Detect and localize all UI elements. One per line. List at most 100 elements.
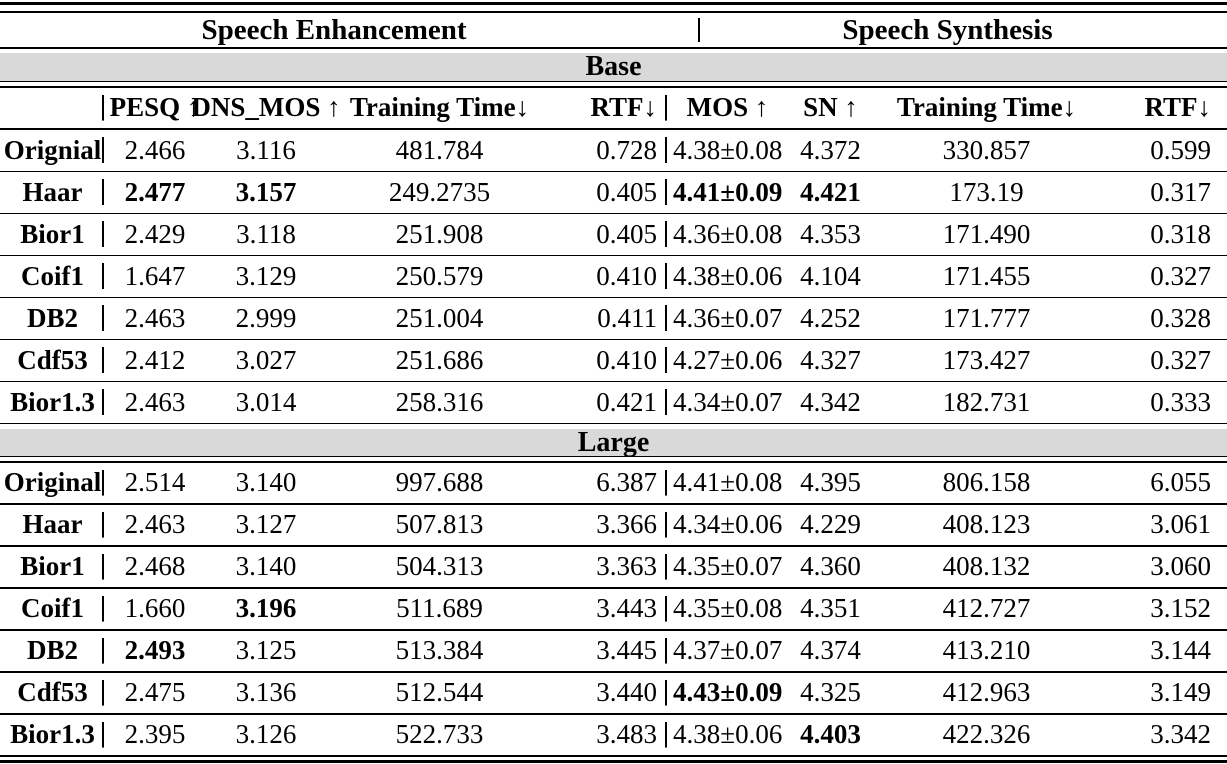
cell-training_time_ss: 408.132 xyxy=(942,551,1031,582)
row-label: Original xyxy=(0,462,105,503)
cell-sn: 4.353 xyxy=(800,218,861,249)
cell-pesq: 2.514 xyxy=(124,467,186,498)
cell-rtf_se: 3.483 xyxy=(552,714,668,755)
cell-mos: 4.35±0.07 xyxy=(673,551,783,582)
cell-pesq: 2.493 xyxy=(124,635,186,666)
cell-dns_mos: 3.027 xyxy=(235,344,297,375)
cell-rtf_ss: 0.327 xyxy=(1150,344,1211,375)
row-label: Bior1 xyxy=(0,214,105,255)
cell-dns_mos: 3.136 xyxy=(235,677,297,708)
cell-mos: 4.37±0.07 xyxy=(673,635,783,666)
table-row: DB2 2.493 3.125 513.384 3.445 4.37±0.07 4.374 4… xyxy=(0,630,1227,671)
band-header-base: Base xyxy=(0,51,1227,82)
cell-dns_mos: 3.140 xyxy=(235,467,297,498)
cell-rtf_ss: 0.327 xyxy=(1150,260,1211,291)
cell-training_time_se: 481.784 xyxy=(395,134,484,165)
cell-pesq: 2.463 xyxy=(124,386,186,417)
cell-training_time_ss: 330.857 xyxy=(942,134,1031,165)
table-row: Original 2.514 3.140 997.688 6.387 4.41±0.08 4… xyxy=(0,462,1227,503)
cell-mos: 4.34±0.06 xyxy=(673,509,783,540)
cell-dns_mos: 3.118 xyxy=(236,218,296,249)
row-label: Orignial xyxy=(0,130,105,171)
cell-rtf_ss: 0.318 xyxy=(1150,218,1211,249)
column-header-rtf-se: RTF↓ xyxy=(552,87,668,128)
cell-sn: 4.395 xyxy=(800,467,861,498)
table-row: Cdf53 2.475 3.136 512.544 3.440 4.43±0.09 4.32… xyxy=(0,672,1227,713)
cell-rtf_ss: 0.333 xyxy=(1150,386,1211,417)
cell-mos: 4.41±0.08 xyxy=(673,467,783,498)
cell-training_time_se: 513.384 xyxy=(395,635,484,666)
cell-sn: 4.229 xyxy=(800,509,861,540)
cell-training_time_ss: 171.777 xyxy=(942,302,1031,333)
cell-rtf_se: 0.410 xyxy=(552,340,668,381)
cell-training_time_ss: 408.123 xyxy=(942,509,1031,540)
cell-mos: 4.34±0.07 xyxy=(673,386,783,417)
column-header-rowlabel xyxy=(0,87,105,128)
cell-rtf_ss: 0.599 xyxy=(1150,134,1211,165)
cell-dns_mos: 3.140 xyxy=(235,551,297,582)
cell-dns_mos: 3.127 xyxy=(235,509,297,540)
cell-sn: 4.403 xyxy=(800,719,861,750)
column-header-row: PESQ ↑ DNS_MOS ↑ Training Time↓ RTF↓ MOS… xyxy=(0,87,1227,128)
cell-dns_mos: 2.999 xyxy=(235,302,297,333)
cell-pesq: 2.477 xyxy=(124,176,186,207)
row-label: Haar xyxy=(0,504,105,545)
table-row: Bior1 2.468 3.140 504.313 3.363 4.35±0.07 4.36… xyxy=(0,546,1227,587)
cell-mos: 4.41±0.09 xyxy=(673,176,783,207)
cell-rtf_ss: 3.061 xyxy=(1150,509,1211,540)
table-row: Haar 2.463 3.127 507.813 3.366 4.34±0.06 4.229… xyxy=(0,504,1227,545)
cell-rtf_se: 6.387 xyxy=(552,462,668,503)
horizontal-rule xyxy=(0,629,1227,631)
cell-training_time_se: 251.908 xyxy=(395,218,484,249)
cell-training_time_se: 511.689 xyxy=(396,593,483,624)
cell-sn: 4.252 xyxy=(800,302,861,333)
cell-sn: 4.104 xyxy=(800,260,861,291)
horizontal-rule xyxy=(0,2,1227,5)
cell-rtf_ss: 3.060 xyxy=(1150,551,1211,582)
cell-pesq: 2.429 xyxy=(124,218,186,249)
cell-sn: 4.372 xyxy=(800,134,861,165)
table-row: Coif1 1.660 3.196 511.689 3.443 4.35±0.08 4.35… xyxy=(0,588,1227,629)
table-row: Orignial 2.466 3.116 481.784 0.728 4.38±0.08 4… xyxy=(0,130,1227,171)
cell-training_time_ss: 412.727 xyxy=(942,593,1031,624)
cell-mos: 4.38±0.06 xyxy=(673,719,783,750)
column-header-pesq: PESQ ↑ xyxy=(109,92,201,122)
cell-rtf_se: 0.405 xyxy=(552,172,668,213)
horizontal-rule xyxy=(0,85,1227,88)
horizontal-rule xyxy=(0,671,1227,673)
cell-pesq: 1.660 xyxy=(124,593,186,624)
row-label: Bior1.3 xyxy=(0,382,105,423)
cell-training_time_se: 258.316 xyxy=(395,386,484,417)
cell-training_time_ss: 422.326 xyxy=(942,719,1031,750)
cell-pesq: 2.395 xyxy=(124,719,186,750)
cell-training_time_ss: 171.490 xyxy=(942,218,1031,249)
cell-training_time_ss: 173.19 xyxy=(949,176,1024,207)
cell-rtf_ss: 3.144 xyxy=(1150,635,1211,666)
horizontal-rule xyxy=(0,422,1227,424)
cell-training_time_se: 250.579 xyxy=(395,260,484,291)
cell-rtf_ss: 3.342 xyxy=(1150,719,1211,750)
cell-training_time_ss: 173.427 xyxy=(942,344,1031,375)
horizontal-rule xyxy=(0,760,1227,763)
table-row: Bior1.3 2.463 3.014 258.316 0.421 4.34±0.07 4.… xyxy=(0,382,1227,423)
cell-rtf_se: 3.443 xyxy=(552,588,668,629)
cell-mos: 4.36±0.07 xyxy=(673,302,783,333)
cell-training_time_ss: 171.455 xyxy=(942,260,1031,291)
row-label: DB2 xyxy=(0,630,105,671)
cell-dns_mos: 3.116 xyxy=(236,134,296,165)
cell-training_time_se: 997.688 xyxy=(395,467,484,498)
band-header-large: Large xyxy=(0,427,1227,458)
horizontal-rule xyxy=(0,755,1227,757)
cell-sn: 4.421 xyxy=(800,176,861,207)
table-row: Bior1.3 2.395 3.126 522.733 3.483 4.38±0.06 4.… xyxy=(0,714,1227,755)
cell-dns_mos: 3.157 xyxy=(235,176,297,207)
cell-dns_mos: 3.125 xyxy=(235,635,297,666)
cell-rtf_se: 3.366 xyxy=(552,504,668,545)
horizontal-rule xyxy=(0,338,1227,340)
cell-pesq: 2.475 xyxy=(124,677,186,708)
cell-sn: 4.327 xyxy=(800,344,861,375)
cell-training_time_se: 251.004 xyxy=(395,302,484,333)
table-row: Haar 2.477 3.157 249.2735 0.405 4.41±0.09 4.42… xyxy=(0,172,1227,213)
cell-training_time_se: 251.686 xyxy=(395,344,484,375)
